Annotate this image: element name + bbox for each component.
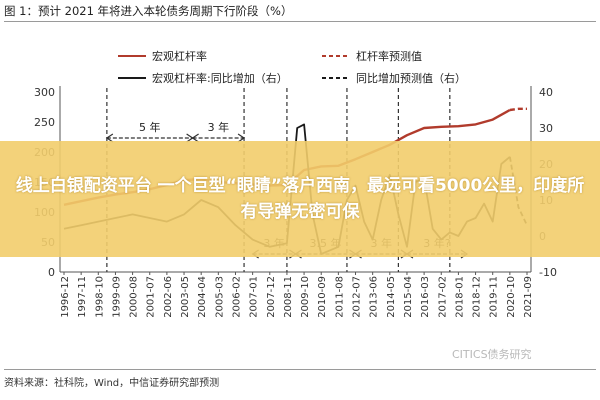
title-rule (4, 21, 596, 22)
x-tick-label: 2002-06 (163, 276, 174, 318)
x-tick-label: 2021-09 (523, 276, 534, 318)
left-tick-label: 0 (48, 266, 55, 279)
x-tick-label: 2012-07 (352, 276, 363, 318)
right-tick-label: 40 (539, 86, 553, 99)
x-tick-label: 2015-04 (403, 276, 414, 318)
x-tick-label: 1999-09 (111, 276, 122, 318)
x-tick-label: 2011-08 (334, 276, 345, 318)
x-tick-label: 2019-11 (489, 276, 500, 318)
cycle-annotation-label: 5 年 (139, 120, 161, 134)
legend-label: 宏观杠杆率 (152, 49, 207, 63)
x-tick-label: 2006-02 (231, 276, 242, 318)
x-tick-label: 2014-05 (386, 276, 397, 318)
series-line-2 (509, 107, 527, 112)
x-tick-label: 1998-10 (94, 276, 105, 318)
x-tick-label: 2005-03 (214, 276, 225, 318)
cycle-arrow-head (191, 133, 199, 143)
right-tick-label: 30 (539, 122, 553, 135)
legend-label: 杠杆率预测值 (356, 49, 422, 63)
left-tick-label: 300 (34, 86, 55, 99)
source-note: 资料来源：社科院，Wind，中信证券研究部预测 (4, 378, 220, 389)
x-tick-label: 2001-07 (146, 276, 157, 318)
x-tick-label: 2007-12 (266, 276, 277, 318)
x-tick-label: 2013-06 (369, 276, 380, 318)
cycle-annotation-label: 3 年 (208, 120, 230, 134)
source-rule (4, 369, 596, 370)
overlay-banner[interactable]: 线上白银配资平台 一个巨型“眼睛”落户西南，最远可看5000公里，印度所有导弹无… (0, 141, 600, 257)
x-tick-label: 2010-09 (317, 276, 328, 318)
left-tick-label: 250 (34, 116, 55, 129)
x-tick-label: 1996-12 (60, 276, 71, 318)
x-tick-label: 2007-01 (249, 276, 260, 318)
cycle-arrow-head (237, 133, 246, 143)
overlay-banner-text[interactable]: 线上白银配资平台 一个巨型“眼睛”落户西南，最远可看5000公里，印度所有导弹无… (15, 176, 585, 222)
x-tick-label: 2016-03 (420, 276, 431, 318)
x-tick-label: 2009-10 (300, 276, 311, 318)
x-tick-label: 2020-10 (506, 276, 517, 318)
x-tick-label: 1997-11 (77, 276, 88, 318)
x-axis-ticks: 1996-12 1997-11 1998-10 1999-09 2000-08 2001-… (60, 272, 534, 318)
x-tick-label: 2004-04 (197, 276, 208, 318)
cycle-arrow-head (105, 133, 114, 143)
right-tick-label: -10 (539, 266, 557, 279)
legend-label: 同比增加预测值（右） (356, 71, 466, 85)
x-tick-label: 2003-05 (180, 276, 191, 318)
x-tick-label: 2008-11 (283, 276, 294, 318)
x-tick-label: 2018-12 (472, 276, 483, 318)
legend-label: 宏观杠杆率:同比增加（右） (152, 71, 288, 85)
x-tick-label: 2018-01 (454, 276, 465, 318)
x-tick-label: 2017-02 (437, 276, 448, 318)
watermark: CITICS债务研究 (452, 348, 532, 361)
x-tick-label: 2000-08 (129, 276, 140, 318)
figure-title: 图 1：预计 2021 年将进入本轮债务周期下行阶段（%） (4, 4, 293, 18)
